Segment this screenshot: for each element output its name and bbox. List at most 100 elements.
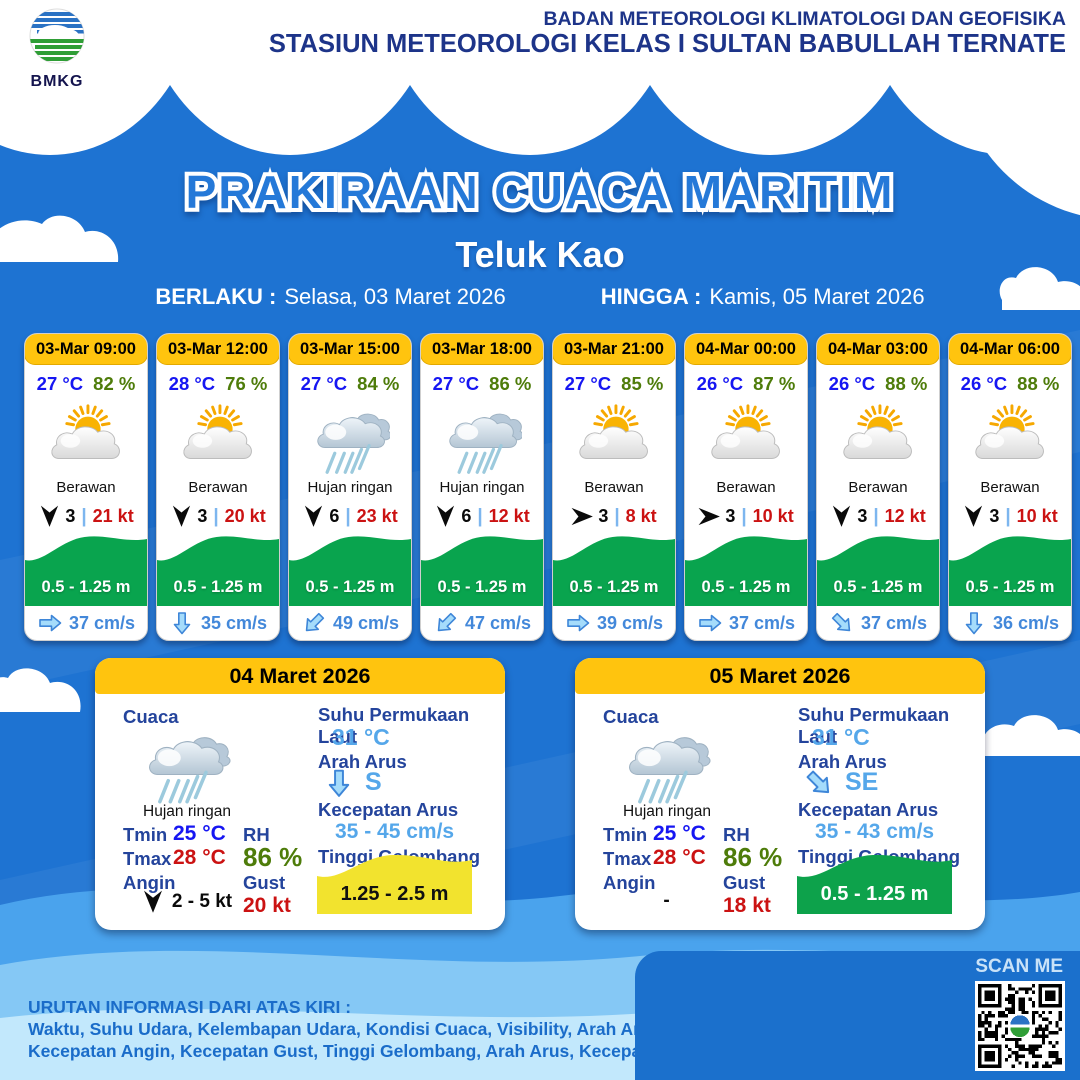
wave-height: 0.5 - 1.25 m xyxy=(569,578,659,596)
current-direction-icon xyxy=(37,613,63,633)
visibility-value: 6 xyxy=(461,506,472,526)
gust-value: 18 kt xyxy=(723,894,771,917)
current-speed: 39 cm/s xyxy=(596,612,664,633)
daily-summary-card: 04 Maret 2026 Cuaca Hujan ringan Tmin 25… xyxy=(95,658,505,930)
valid-to-date: Kamis, 05 Maret 2026 xyxy=(709,284,925,309)
wave-height: 0.5 - 1.25 m xyxy=(833,578,923,596)
header: BMKG BADAN METEOROLOGI KLIMATOLOGI DAN G… xyxy=(0,0,1080,120)
wind-speed: 8 kt xyxy=(625,506,657,526)
visibility-value: 3 xyxy=(598,506,609,526)
footer-heading: URUTAN INFORMASI DARI ATAS KIRI : xyxy=(28,997,352,1017)
forecast-time: 04-Mar 00:00 xyxy=(696,339,796,358)
current-direction-icon xyxy=(301,612,327,633)
forecast-time: 03-Mar 09:00 xyxy=(36,339,136,358)
daily-wind-row: 2 - 5 kt xyxy=(119,890,254,914)
rain-cloud-icon xyxy=(317,413,390,474)
visibility-value: 3 xyxy=(989,506,1000,526)
forecast-time-header: 04-Mar 03:00 xyxy=(817,334,939,365)
current-row: 37 cm/s xyxy=(25,606,147,640)
separator: | xyxy=(345,505,351,527)
sst-value: 31 °C xyxy=(812,724,870,750)
daily-wind-speed: 2 - 5 kt xyxy=(171,891,233,912)
visibility-value: 3 xyxy=(725,506,736,526)
current-direction-icon xyxy=(433,612,459,633)
label-rh: RH xyxy=(723,824,750,845)
current-row: 37 cm/s xyxy=(817,606,939,640)
forecast-card: 04-Mar 06:00 26 °C 88 % Berawan 3 | 10 k… xyxy=(948,333,1072,641)
current-direction-row: SE xyxy=(803,768,878,797)
wind-direction-icon xyxy=(698,505,721,528)
weather-icon-slot xyxy=(421,397,543,479)
forecast-card: 03-Mar 21:00 27 °C 85 % Berawan 3 | 8 kt xyxy=(552,333,676,641)
footer-line1: Waktu, Suhu Udara, Kelembapan Udara, Kon… xyxy=(28,1018,675,1039)
sst-value: 31 °C xyxy=(332,724,390,750)
wind-speed: 20 kt xyxy=(224,506,266,526)
org-name-line2: STASIUN METEOROLOGI KELAS I SULTAN BABUL… xyxy=(268,30,1066,59)
label-tmax: Tmax xyxy=(603,848,652,869)
humidity: 88 % xyxy=(885,373,928,394)
poster-title-graphic: PRAKIRAAN CUACA MARITIM xyxy=(182,162,897,222)
rh-value: 86 % xyxy=(243,842,303,872)
daily-date: 05 Maret 2026 xyxy=(575,658,985,694)
daily-wave-height: 1.25 - 2.5 m xyxy=(340,883,449,905)
wind-direction-icon xyxy=(170,505,193,528)
label-gust: Gust xyxy=(243,872,286,893)
weather-condition: Hujan ringan xyxy=(307,479,393,496)
org-name-line1: BADAN METEOROLOGI KLIMATOLOGI DAN GEOFIS… xyxy=(543,8,1066,30)
current-direction-arrow xyxy=(437,612,457,632)
label-sst: Suhu Permukaan Laut xyxy=(318,704,470,747)
forecast-card: 04-Mar 03:00 26 °C 88 % Berawan 3 | 12 k… xyxy=(816,333,940,641)
current-direction-row: S xyxy=(323,768,382,797)
label-tmin: Tmin xyxy=(123,824,168,845)
weather-condition: Berawan xyxy=(848,479,908,496)
weather-icon-slot xyxy=(553,397,675,479)
tmin-value: 25 °C xyxy=(173,822,226,845)
wind-row: 6 | 12 kt xyxy=(421,505,543,528)
wave-height-band: 0.5 - 1.25 m xyxy=(421,530,543,606)
label-rh: RH xyxy=(243,824,270,845)
humidity: 85 % xyxy=(621,373,664,394)
tmax-value: 28 °C xyxy=(653,846,706,869)
forecast-time: 03-Mar 18:00 xyxy=(432,339,532,358)
forecast-time-header: 04-Mar 06:00 xyxy=(949,334,1071,365)
separator: | xyxy=(213,505,219,527)
poster-title: PRAKIRAAN CUACA MARITIM xyxy=(186,166,895,218)
wind-speed: 10 kt xyxy=(1016,506,1058,526)
valid-from: BERLAKU : Selasa, 03 Maret 2026 xyxy=(155,284,505,310)
validity-period: BERLAKU : Selasa, 03 Maret 2026 HINGGA : K… xyxy=(0,284,1080,310)
current-row: 39 cm/s xyxy=(553,606,675,640)
humidity: 84 % xyxy=(357,373,400,394)
humidity: 87 % xyxy=(753,373,796,394)
forecast-time: 03-Mar 21:00 xyxy=(564,339,664,358)
daily-current-direction-icon xyxy=(323,769,355,797)
sun-cloud-icon xyxy=(711,404,780,459)
wave-shape xyxy=(421,536,543,606)
forecast-card: 03-Mar 18:00 27 °C 86 % Hujan ringan 6 |… xyxy=(420,333,544,641)
daily-weather-icon-slot xyxy=(617,720,713,813)
daily-condition: Hujan ringan xyxy=(143,803,231,820)
wind-direction-arrow xyxy=(698,507,721,526)
daily-wind-row: - xyxy=(599,890,734,912)
wave-height-band: 0.5 - 1.25 m xyxy=(157,530,279,606)
label-tmin: Tmin xyxy=(603,824,648,845)
daily-summary-card: 05 Maret 2026 Cuaca Hujan ringan Tmin 25… xyxy=(575,658,985,930)
forecast-time-header: 04-Mar 00:00 xyxy=(685,334,807,365)
weather-condition: Berawan xyxy=(56,479,116,496)
rh-value: 86 % xyxy=(723,842,783,872)
wave-height-band: 0.5 - 1.25 m xyxy=(25,530,147,606)
wind-row: 3 | 8 kt xyxy=(553,505,675,528)
separator: | xyxy=(873,505,879,527)
wind-direction-icon xyxy=(962,505,985,528)
valid-from-date: Selasa, 03 Maret 2026 xyxy=(284,284,506,309)
daily-wind-direction-icon xyxy=(141,890,165,914)
wind-direction-arrow xyxy=(173,505,191,527)
gust-value: 20 kt xyxy=(243,894,291,917)
sun-cloud-icon xyxy=(579,404,648,459)
current-row: 35 cm/s xyxy=(157,606,279,640)
air-temperature: 28 °C xyxy=(168,373,216,394)
wind-speed: 23 kt xyxy=(356,506,398,526)
scan-me-label: SCAN ME xyxy=(975,956,1063,977)
current-direction-icon xyxy=(961,612,987,635)
wave-height-band: 0.5 - 1.25 m xyxy=(817,530,939,606)
wave-shape xyxy=(25,536,147,606)
